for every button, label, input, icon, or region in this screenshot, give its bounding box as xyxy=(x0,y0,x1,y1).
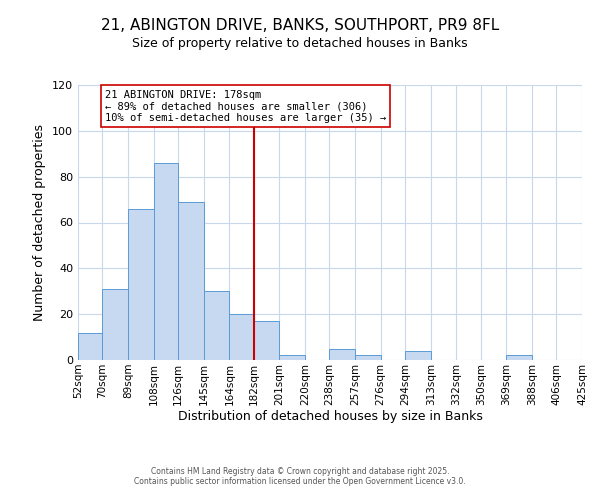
Bar xyxy=(203,291,229,360)
Bar xyxy=(355,356,380,360)
Text: Contains public sector information licensed under the Open Government Licence v3: Contains public sector information licen… xyxy=(134,477,466,486)
Text: 21 ABINGTON DRIVE: 178sqm
← 89% of detached houses are smaller (306)
10% of semi: 21 ABINGTON DRIVE: 178sqm ← 89% of detac… xyxy=(105,90,386,123)
Text: Size of property relative to detached houses in Banks: Size of property relative to detached ho… xyxy=(132,38,468,51)
Y-axis label: Number of detached properties: Number of detached properties xyxy=(34,124,46,321)
Bar xyxy=(506,356,532,360)
X-axis label: Distribution of detached houses by size in Banks: Distribution of detached houses by size … xyxy=(178,410,482,424)
Bar xyxy=(103,289,128,360)
Bar xyxy=(154,163,178,360)
Bar xyxy=(280,356,305,360)
Bar xyxy=(78,332,103,360)
Bar xyxy=(178,202,203,360)
Text: Contains HM Land Registry data © Crown copyright and database right 2025.: Contains HM Land Registry data © Crown c… xyxy=(151,467,449,476)
Bar xyxy=(128,209,154,360)
Bar xyxy=(329,348,355,360)
Text: 21, ABINGTON DRIVE, BANKS, SOUTHPORT, PR9 8FL: 21, ABINGTON DRIVE, BANKS, SOUTHPORT, PR… xyxy=(101,18,499,32)
Bar xyxy=(229,314,254,360)
Bar xyxy=(405,351,431,360)
Bar xyxy=(254,321,280,360)
